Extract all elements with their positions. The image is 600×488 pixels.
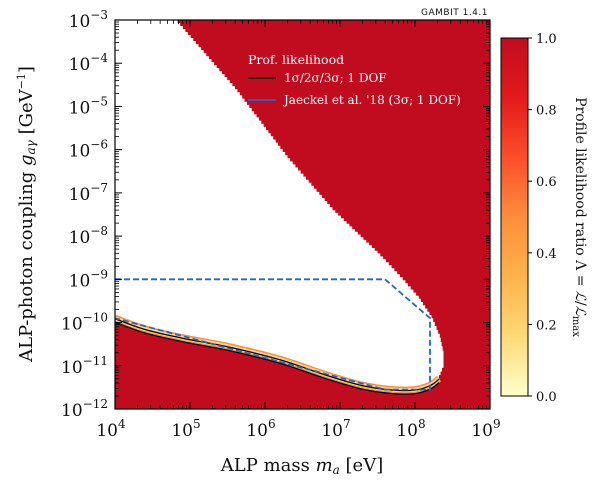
x-tick-label: 108	[396, 417, 425, 441]
x-axis-ticks: 104 105 106 107 108 109	[96, 20, 501, 441]
x-tick-label: 104	[96, 417, 126, 441]
y-tick-label: 10−4	[69, 51, 109, 75]
y-tick-label: 10−3	[69, 8, 108, 32]
legend: Prof. likelihood 1σ/2σ/3σ; 1 DOF Jaeckel…	[248, 52, 461, 107]
x-tick-label: 107	[321, 417, 350, 441]
y-tick-label: 10−7	[69, 181, 108, 205]
colorbar-tick-label: 0.2	[536, 318, 557, 333]
colorbar-title: Profile likelihood ratio Λ = ℒ/ℒmax	[570, 97, 588, 337]
colorbar-tick-label: 1.0	[536, 32, 557, 47]
y-tick-label: 10−8	[69, 224, 108, 248]
allowed-region	[115, 20, 444, 391]
y-tick-label: 10−11	[61, 354, 108, 378]
y-axis-title: ALP-photon coupling gaγ [GeV−1]	[15, 66, 38, 363]
y-tick-label: 10−9	[69, 267, 108, 291]
colorbar-gradient	[500, 37, 529, 397]
colorbar-tick-label: 0.4	[536, 247, 557, 262]
x-tick-label: 109	[471, 417, 500, 441]
plot-frame	[114, 19, 491, 410]
plot-area	[115, 20, 490, 409]
y-tick-label: 10−12	[61, 397, 108, 421]
legend-entry-jaeckel: Jaeckel et al. '18 (3σ; 1 DOF)	[282, 93, 461, 107]
x-axis-title: ALP mass ma [eV]	[220, 455, 383, 477]
contour-2sigma	[115, 321, 440, 395]
y-axis-ticks: 10−12 10−11 10−10 10−9 10−8 10−7 10−6 10−5 10−4 1…	[61, 8, 490, 421]
version-label: GAMBIT 1.4.1	[421, 8, 488, 18]
y-tick-label: 10−5	[69, 94, 108, 118]
colorbar-tick-label: 0.6	[536, 175, 557, 190]
colorbar-tick-label: 0.8	[536, 104, 557, 119]
legend-entry-contour: 1σ/2σ/3σ; 1 DOF	[284, 71, 387, 85]
colorbar-tick-label: 0.0	[536, 390, 557, 405]
colorbar-ticks: 0.0 0.2 0.4 0.6 0.8 1.0	[528, 32, 557, 405]
legend-title: Prof. likelihood	[248, 52, 344, 67]
x-tick-label: 105	[171, 417, 200, 441]
y-tick-label: 10−10	[61, 311, 108, 335]
y-tick-label: 10−6	[69, 138, 108, 162]
colorbar: 0.0 0.2 0.4 0.6 0.8 1.0	[500, 32, 557, 405]
x-tick-label: 106	[246, 417, 275, 441]
jaeckel-contour	[115, 278, 431, 391]
